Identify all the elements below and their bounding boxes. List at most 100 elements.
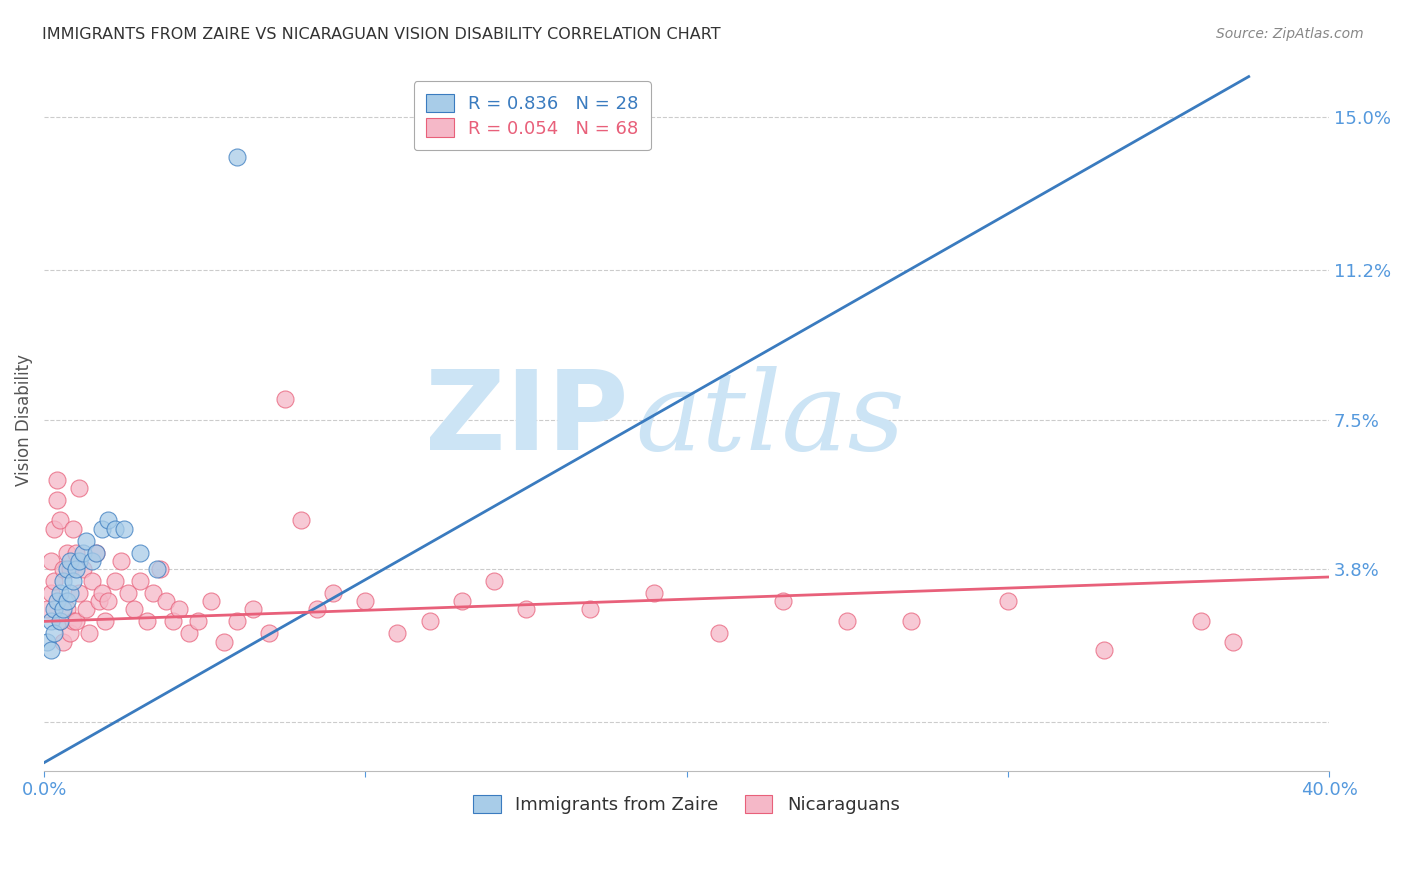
Point: [59, 586, 82, 600]
Point: [39, 642, 62, 657]
Point: [354, 594, 377, 608]
Point: [39, 586, 62, 600]
Point: [52, 634, 75, 648]
Point: [52, 562, 75, 576]
Point: [200, 594, 222, 608]
Point: [72, 562, 94, 576]
Point: [112, 522, 135, 536]
Legend: Immigrants from Zaire, Nicaraguans: Immigrants from Zaire, Nicaraguans: [463, 784, 911, 825]
Point: [49, 586, 72, 600]
Point: [37, 602, 59, 616]
Point: [75, 533, 97, 548]
Point: [177, 626, 200, 640]
Point: [55, 602, 77, 616]
Point: [419, 615, 441, 629]
Point: [643, 586, 665, 600]
Point: [155, 594, 177, 608]
Point: [145, 562, 167, 576]
Point: [149, 562, 172, 576]
Point: [450, 594, 472, 608]
Point: [274, 392, 297, 407]
Text: Source: ZipAtlas.com: Source: ZipAtlas.com: [1216, 27, 1364, 41]
Point: [49, 514, 72, 528]
Point: [129, 574, 152, 588]
Point: [1222, 634, 1244, 648]
Point: [59, 626, 82, 640]
Point: [37, 634, 59, 648]
Point: [55, 546, 77, 560]
Point: [997, 594, 1019, 608]
Point: [84, 546, 107, 560]
Point: [69, 481, 91, 495]
Point: [900, 615, 922, 629]
Point: [482, 574, 505, 588]
Point: [72, 546, 94, 560]
Point: [94, 615, 117, 629]
Point: [39, 615, 62, 629]
Point: [77, 626, 100, 640]
Point: [225, 615, 247, 629]
Point: [97, 514, 120, 528]
Point: [707, 626, 730, 640]
Point: [42, 602, 65, 616]
Point: [69, 586, 91, 600]
Point: [122, 602, 145, 616]
Point: [142, 586, 165, 600]
Point: [129, 546, 152, 560]
Point: [242, 602, 264, 616]
Point: [46, 473, 69, 487]
Point: [55, 594, 77, 608]
Point: [39, 554, 62, 568]
Point: [82, 574, 104, 588]
Point: [307, 602, 329, 616]
Point: [162, 615, 184, 629]
Point: [62, 522, 84, 536]
Point: [42, 626, 65, 640]
Point: [387, 626, 409, 640]
Point: [52, 574, 75, 588]
Point: [59, 554, 82, 568]
Point: [579, 602, 602, 616]
Point: [62, 574, 84, 588]
Point: [55, 562, 77, 576]
Point: [65, 562, 87, 576]
Point: [90, 586, 112, 600]
Text: IMMIGRANTS FROM ZAIRE VS NICARAGUAN VISION DISABILITY CORRELATION CHART: IMMIGRANTS FROM ZAIRE VS NICARAGUAN VISI…: [42, 27, 721, 42]
Point: [117, 586, 139, 600]
Point: [104, 574, 127, 588]
Point: [84, 546, 107, 560]
Point: [62, 615, 84, 629]
Point: [46, 594, 69, 608]
Point: [49, 615, 72, 629]
Point: [225, 150, 247, 164]
Point: [42, 522, 65, 536]
Text: atlas: atlas: [636, 366, 905, 474]
Point: [1189, 615, 1212, 629]
Point: [212, 634, 235, 648]
Point: [42, 574, 65, 588]
Point: [46, 493, 69, 508]
Point: [87, 594, 110, 608]
Point: [75, 602, 97, 616]
Y-axis label: Vision Disability: Vision Disability: [15, 353, 32, 485]
Point: [82, 554, 104, 568]
Point: [69, 554, 91, 568]
Point: [49, 615, 72, 629]
Point: [772, 594, 794, 608]
Point: [187, 615, 209, 629]
Point: [837, 615, 859, 629]
Point: [515, 602, 537, 616]
Point: [90, 522, 112, 536]
Point: [290, 514, 312, 528]
Point: [104, 522, 127, 536]
Point: [167, 602, 190, 616]
Point: [65, 546, 87, 560]
Point: [59, 562, 82, 576]
Point: [1092, 642, 1115, 657]
Point: [97, 594, 120, 608]
Point: [65, 615, 87, 629]
Point: [52, 602, 75, 616]
Point: [135, 615, 157, 629]
Point: [110, 554, 132, 568]
Text: ZIP: ZIP: [426, 366, 628, 473]
